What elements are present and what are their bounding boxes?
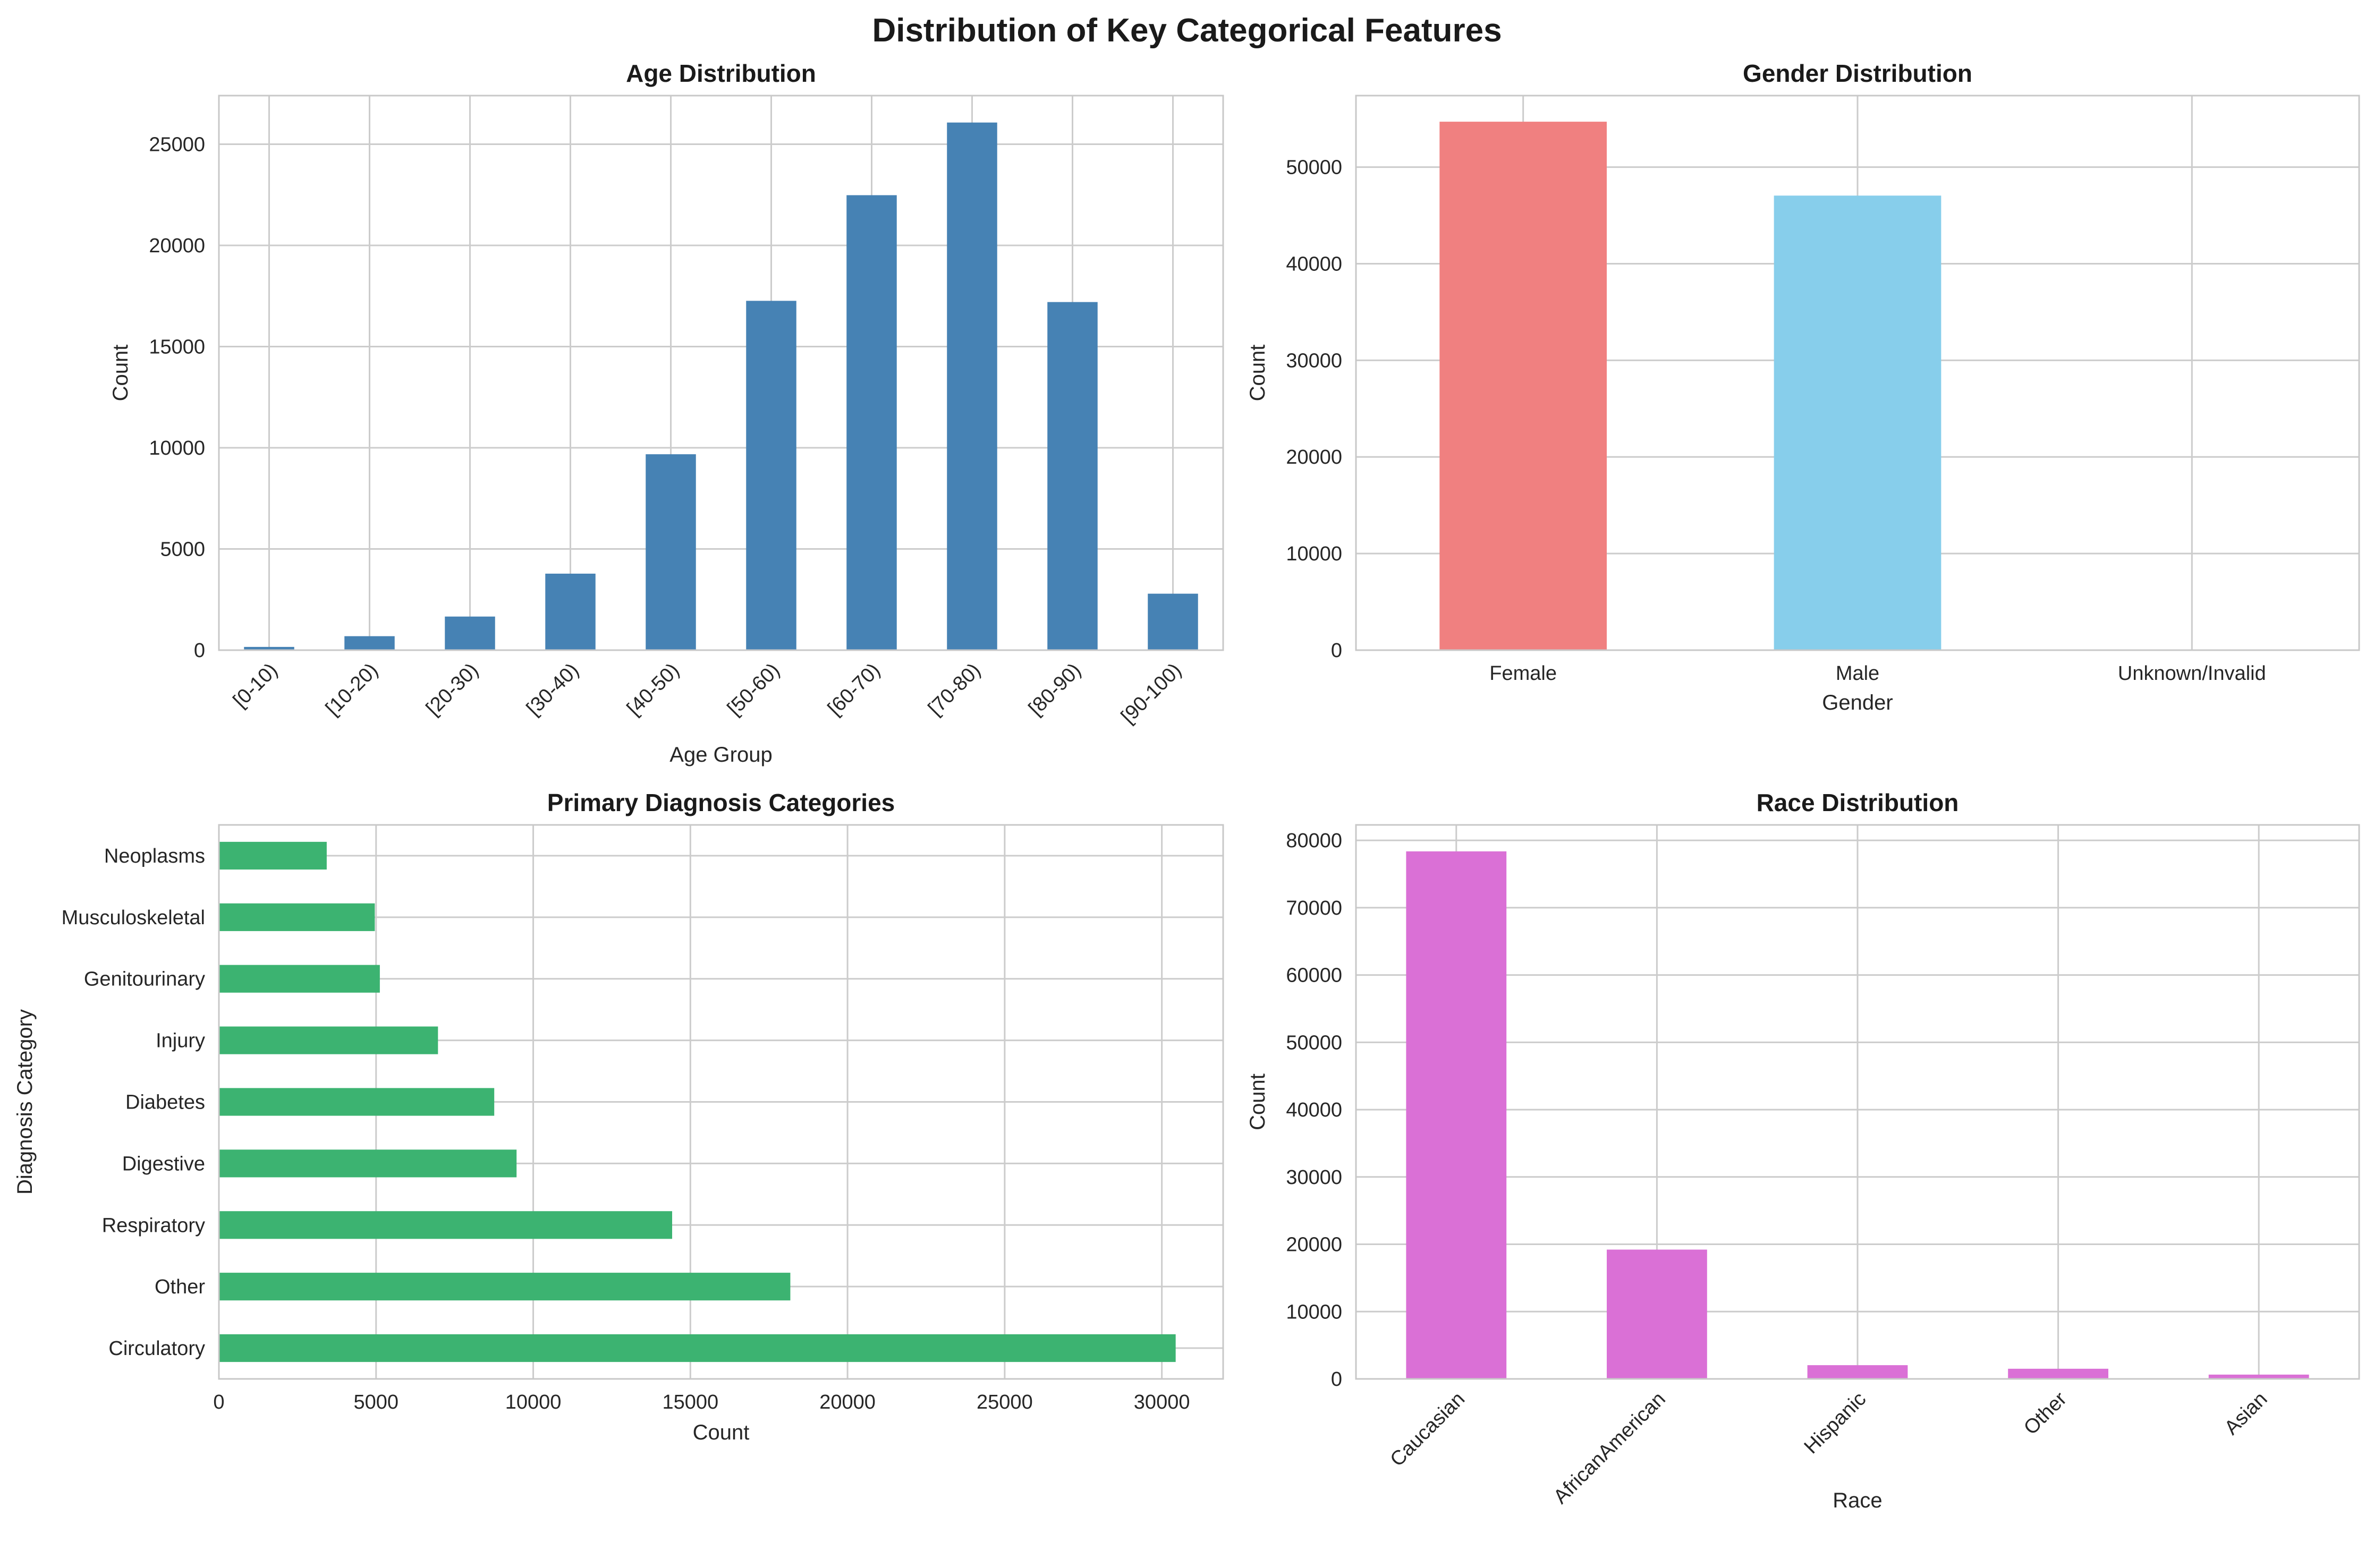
gender-ytick-label: 50000 <box>1286 157 1342 179</box>
gender-ylabel: Count <box>1246 345 1269 402</box>
diagnosis-bar-5 <box>219 1026 438 1054</box>
race-distribution-chart: Race Distribution 0 10000 20000 30000 40000 50… <box>1246 789 2360 1512</box>
diagnosis-ytick-label: Digestive <box>122 1153 205 1175</box>
race-title: Race Distribution <box>1757 789 1959 816</box>
diagnosis-ytick-label: Musculoskeletal <box>62 907 205 929</box>
diagnosis-xtick-label: 30000 <box>1134 1391 1190 1413</box>
gender-xtick-label: Female <box>1489 662 1557 685</box>
race-ylabel: Count <box>1246 1073 1269 1130</box>
diagnosis-ytick-label: Other <box>155 1276 205 1298</box>
age-ytick-label: 20000 <box>149 235 205 257</box>
gender-axes-frame <box>1355 95 2360 651</box>
race-bar-1 <box>1607 1249 1707 1379</box>
gender-distribution-chart: Gender Distribution 0 10000 20000 30000 40000… <box>1246 59 2360 714</box>
race-bar-3 <box>2008 1368 2108 1379</box>
diagnosis-bar-3 <box>219 1149 517 1178</box>
race-ytick-label: 40000 <box>1286 1099 1342 1121</box>
age-title: Age Distribution <box>626 59 816 87</box>
age-bar-9 <box>1148 593 1198 650</box>
gender-ytick-label: 10000 <box>1286 543 1342 565</box>
age-bar-3 <box>545 573 596 650</box>
age-bar-6 <box>846 195 897 650</box>
race-ytick-label: 10000 <box>1286 1301 1342 1323</box>
gender-title: Gender Distribution <box>1743 59 1972 87</box>
diagnosis-xlabel: Count <box>693 1421 750 1444</box>
age-ytick-label: 15000 <box>149 336 205 358</box>
diagnosis-xtick-label: 25000 <box>977 1391 1033 1413</box>
diagnosis-bar-6 <box>219 965 380 993</box>
race-bar-0 <box>1406 851 1507 1379</box>
gender-ytick-label: 40000 <box>1286 253 1342 275</box>
diagnosis-ytick-label: Circulatory <box>108 1337 205 1360</box>
age-bar-2 <box>445 616 495 650</box>
diagnosis-ylabel: Diagnosis Category <box>13 1009 37 1195</box>
age-bar-4 <box>646 454 696 650</box>
race-bar-2 <box>1807 1365 1908 1379</box>
diagnosis-xtick-label: 15000 <box>662 1391 718 1413</box>
race-ytick-label: 20000 <box>1286 1234 1342 1256</box>
diagnosis-bar-2 <box>219 1211 673 1239</box>
age-ytick-label: 5000 <box>160 538 205 560</box>
diagnosis-ytick-label: Diabetes <box>125 1092 205 1114</box>
gender-ytick-label: 30000 <box>1286 350 1342 372</box>
diagnosis-ytick-label: Injury <box>156 1030 205 1052</box>
race-ytick-label: 80000 <box>1286 830 1342 852</box>
gender-ytick-label: 20000 <box>1286 446 1342 468</box>
figure-title: Distribution of Key Categorical Features <box>872 12 1502 49</box>
age-bar-8 <box>1047 302 1098 650</box>
diagnosis-bar-1 <box>219 1273 791 1301</box>
diagnosis-ytick-label: Genitourinary <box>84 968 205 991</box>
diagnosis-axes-frame <box>218 824 1224 1380</box>
race-xlabel: Race <box>1833 1489 1882 1512</box>
race-ytick-label: 30000 <box>1286 1166 1342 1189</box>
diagnosis-ytick-label: Neoplasms <box>104 845 205 867</box>
gender-xtick-label: Unknown/Invalid <box>2118 662 2266 685</box>
diagnosis-bar-7 <box>219 903 375 931</box>
race-ytick-label: 50000 <box>1286 1032 1342 1054</box>
age-xlabel: Age Group <box>669 743 772 766</box>
age-ylabel: Count <box>109 345 132 402</box>
race-bar-4 <box>2208 1374 2309 1379</box>
race-ytick-label: 0 <box>1331 1368 1342 1391</box>
diagnosis-xtick-label: 0 <box>213 1391 224 1413</box>
diagnosis-title: Primary Diagnosis Categories <box>547 789 895 816</box>
diagnosis-bar-4 <box>219 1088 495 1116</box>
race-ytick-label: 70000 <box>1286 897 1342 919</box>
race-ytick-label: 60000 <box>1286 965 1342 987</box>
age-bar-7 <box>947 122 997 651</box>
age-ytick-label: 0 <box>194 640 205 662</box>
gender-ytick-label: 0 <box>1331 640 1342 662</box>
primary-diagnosis-chart: Primary Diagnosis Categories 0 5000 10000 15… <box>13 789 1224 1444</box>
diagnosis-xtick-label: 10000 <box>505 1391 562 1413</box>
gender-xtick-label: Male <box>1836 662 1879 685</box>
age-axes-frame <box>218 95 1224 651</box>
diagnosis-ytick-label: Respiratory <box>102 1214 205 1237</box>
diagnosis-xtick-label: 5000 <box>354 1391 399 1413</box>
age-bar-1 <box>344 636 395 650</box>
diagnosis-bar-8 <box>219 841 327 870</box>
gender-bar-0 <box>1439 122 1607 650</box>
age-bar-5 <box>746 301 796 650</box>
age-bar-0 <box>244 646 294 650</box>
gender-bar-1 <box>1774 195 1941 650</box>
diagnosis-bar-0 <box>219 1334 1176 1362</box>
gender-xlabel: Gender <box>1822 691 1893 714</box>
race-axes-frame <box>1355 824 2360 1380</box>
age-ytick-label: 10000 <box>149 437 205 459</box>
age-ytick-label: 25000 <box>149 133 205 156</box>
diagnosis-xtick-label: 20000 <box>819 1391 876 1413</box>
